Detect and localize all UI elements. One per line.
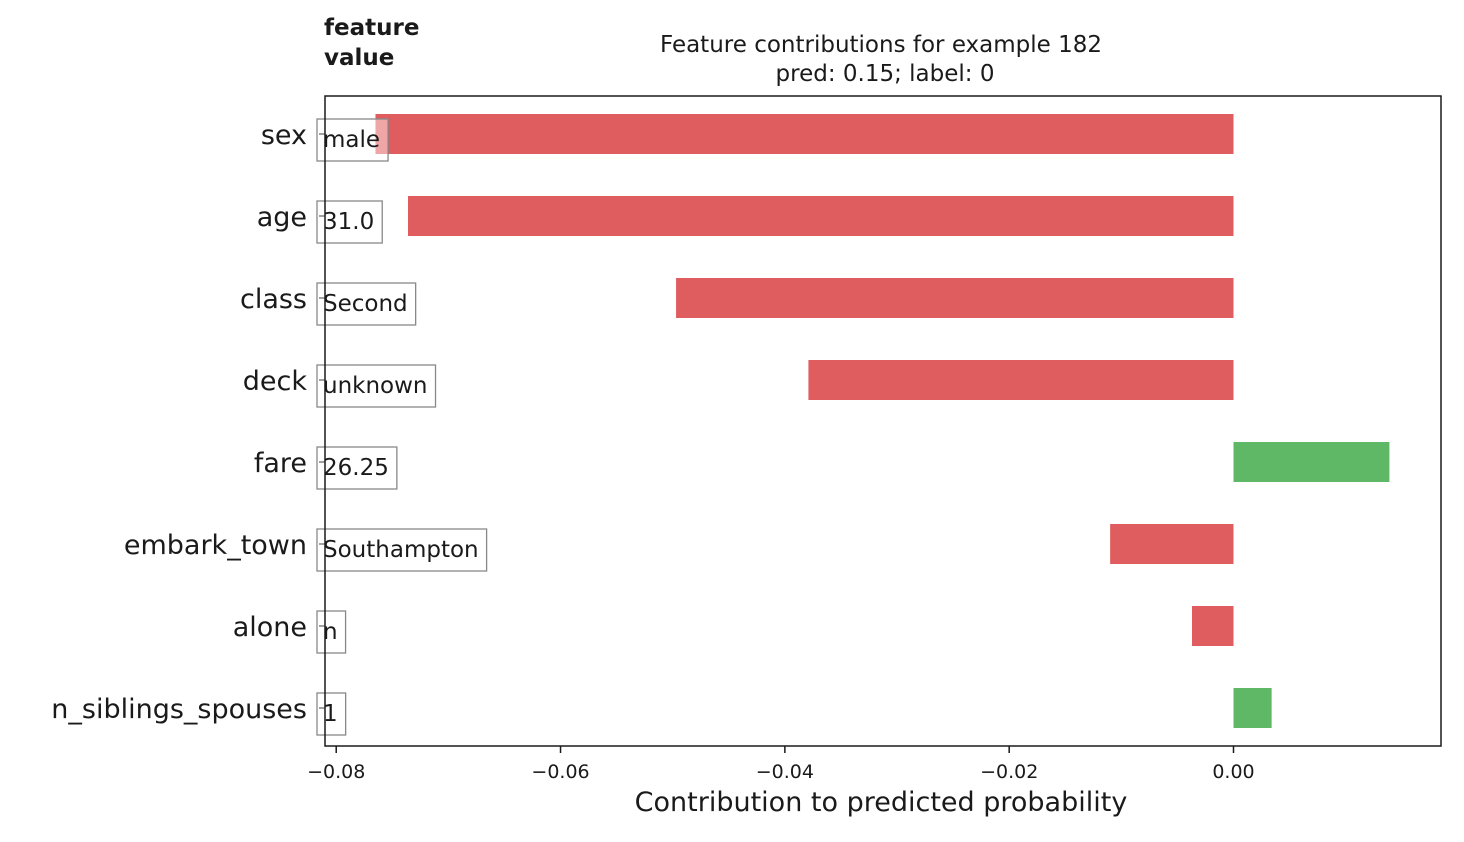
bar-age [407,196,1234,236]
feature-value-box [316,364,437,408]
feature-value-label: unknown [323,373,428,399]
header-label-line-2: value [324,45,394,71]
feature-value-box [316,200,383,244]
feature-value-box [316,282,417,326]
x-tick-label: −0.04 [756,761,814,783]
feature-value-box [316,446,398,490]
bar-alone [1192,606,1234,646]
feature-value-label: Second [323,291,408,317]
feature-value-label: 1 [323,701,338,727]
feature-value-label: 26.25 [323,455,389,481]
x-axis-label: Contribution to predicted probability [635,787,1128,818]
header-label-line-1: feature [324,15,419,41]
y-tick-label: deck [243,366,308,397]
x-tick-label: −0.06 [531,761,589,783]
plot-frame [324,95,1442,747]
y-tick-label: embark_town [124,530,307,561]
chart-title: Feature contributions for example 182 [660,32,1102,58]
plot-area: sex male age 31.0 class Second deck unknown fare… [51,114,1390,736]
bar-embark_town [1110,524,1234,564]
feature-value-label: 31.0 [323,209,374,235]
x-tick-label: −0.08 [307,761,365,783]
x-tick-label: −0.02 [980,761,1038,783]
feature-value-label: n [323,619,338,645]
feature-value-box [316,528,488,572]
feature-value-box [316,692,347,736]
y-tick-label: age [257,202,307,233]
y-tick-label: alone [233,612,307,643]
bar-fare [1233,442,1390,482]
chart-subtitle: pred: 0.15; label: 0 [776,61,995,87]
x-tick-label: 0.00 [1212,761,1254,783]
bar-class [676,278,1234,318]
bar-sex [375,114,1234,154]
y-tick-label: n_siblings_spouses [51,694,307,725]
feature-value-box [316,118,389,162]
x-axis: −0.08 −0.06 −0.04 −0.02 0.00 [307,746,1255,783]
y-tick-label: sex [261,120,307,151]
feature-value-box [316,610,347,654]
feature-value-label: male [323,127,380,153]
y-tick-label: class [240,284,307,315]
bar-n_siblings_spouses [1233,688,1272,728]
bar-deck [808,360,1234,400]
feature-value-label: Southampton [323,537,479,563]
y-tick-label: fare [254,448,307,479]
